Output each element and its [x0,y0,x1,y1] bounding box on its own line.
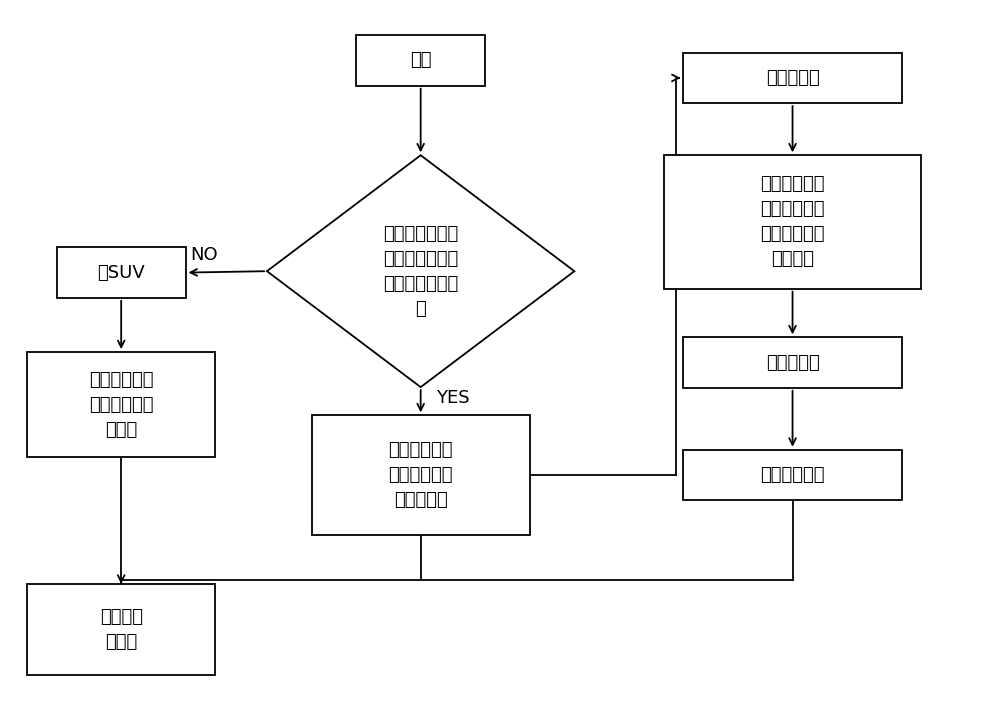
Polygon shape [267,155,574,387]
Bar [27,352,215,457]
Text: 滚床是否仅驱动
短滑撬到位且前
组传感器感知到
位: 滚床是否仅驱动 短滑撬到位且前 组传感器感知到 位 [383,225,458,318]
Text: 定位器打开: 定位器打开 [766,353,819,372]
Text: NO: NO [191,246,218,264]
Text: 是SUV: 是SUV [97,264,145,282]
Bar [356,35,485,86]
Bar [27,584,215,675]
Text: 进入至下
一工序: 进入至下 一工序 [100,608,143,651]
Bar [683,337,902,387]
Bar [664,155,921,289]
Bar [312,415,530,535]
Text: 开始: 开始 [410,51,431,70]
Text: YES: YES [436,389,469,407]
Bar [57,247,186,298]
Bar [683,449,902,501]
Bar [683,53,902,103]
Text: 前置短滑撬和
后置短滑撬经
合撬操作组合
成长滑撬: 前置短滑撬和 后置短滑撬经 合撬操作组合 成长滑撬 [760,176,825,269]
Text: 合撬操作完成: 合撬操作完成 [760,466,825,484]
Text: 不合撬操作，
滚床驱动长滑
撬前进: 不合撬操作， 滚床驱动长滑 撬前进 [89,370,153,439]
Text: 定位器锁紧: 定位器锁紧 [766,69,819,87]
Text: 是轻卡，滚床
驱动后置短滑
撬前进到位: 是轻卡，滚床 驱动后置短滑 撬前进到位 [388,441,453,509]
